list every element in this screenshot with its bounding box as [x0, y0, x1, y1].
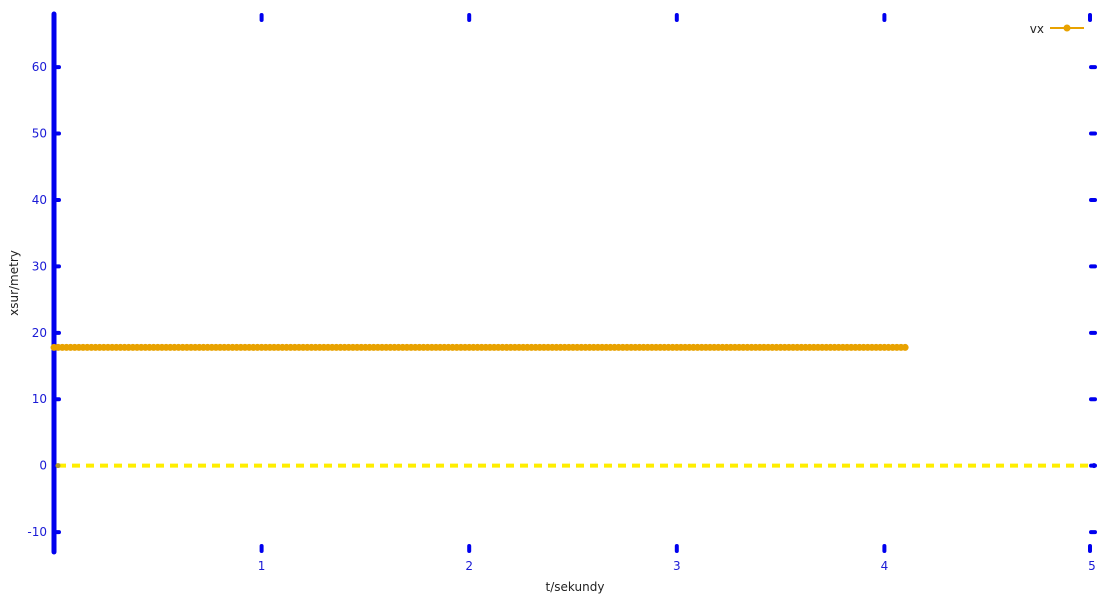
- x-tick-label: 3: [673, 559, 681, 573]
- y-axis-title: xsur/metry: [7, 250, 21, 316]
- ticks: [52, 13, 1097, 553]
- y-tick-label: 30: [32, 259, 47, 273]
- x-tick-label: 5: [1088, 559, 1096, 573]
- tick-labels: 1 2 3 4 5 -10 0 10 20 30 40 50 60: [27, 60, 1095, 573]
- y-tick-label: 40: [32, 193, 47, 207]
- zero-line-end-marker: [1091, 463, 1097, 469]
- y-tick-label: 50: [32, 127, 47, 141]
- legend-marker-vx: [1063, 24, 1071, 32]
- x-tick-label: 4: [881, 559, 889, 573]
- series-point-vx: [901, 343, 909, 351]
- legend: vx: [1030, 22, 1084, 36]
- zero-line-start-marker: [55, 463, 61, 469]
- x-tick-label: 2: [465, 559, 473, 573]
- legend-label-vx: vx: [1030, 22, 1044, 36]
- series: [50, 343, 909, 351]
- reference-lines: [55, 463, 1097, 469]
- y-tick-label: 60: [32, 60, 47, 74]
- y-tick-label: -10: [27, 525, 47, 539]
- x-tick-label: 1: [258, 559, 266, 573]
- y-tick-label: 20: [32, 326, 47, 340]
- x-axis-title: t/sekundy: [546, 580, 605, 594]
- y-tick-label: 0: [39, 459, 47, 473]
- y-tick-label: 10: [32, 392, 47, 406]
